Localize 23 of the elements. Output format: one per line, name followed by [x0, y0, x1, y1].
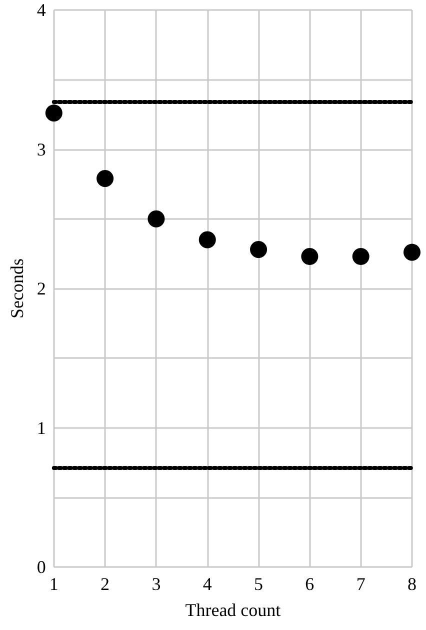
point [198, 231, 216, 248]
x-axis-title: Thread count [185, 600, 281, 620]
y-axis-title: Seconds [7, 258, 27, 318]
x-tick-label: 1 [49, 574, 58, 594]
point [250, 241, 268, 258]
point [301, 248, 318, 265]
x-tick-label: 2 [100, 574, 110, 594]
point [148, 210, 165, 228]
y-tick-label: 3 [36, 139, 46, 160]
y-tick-label: 2 [36, 278, 46, 298]
point [352, 248, 370, 265]
point [96, 170, 114, 187]
x-tick-label: 8 [408, 574, 416, 594]
y-tick-label: 1 [36, 418, 46, 438]
x-tick-label: 5 [254, 574, 264, 594]
x-tick-label: 4 [202, 574, 212, 594]
x-tick-label: 3 [152, 574, 161, 594]
point [404, 244, 420, 261]
x-tick-label: 6 [305, 574, 314, 594]
point [45, 104, 62, 122]
y-tick-label: 4 [36, 0, 46, 20]
x-tick-label: 7 [356, 574, 366, 594]
y-tick-label: 0 [36, 557, 46, 577]
